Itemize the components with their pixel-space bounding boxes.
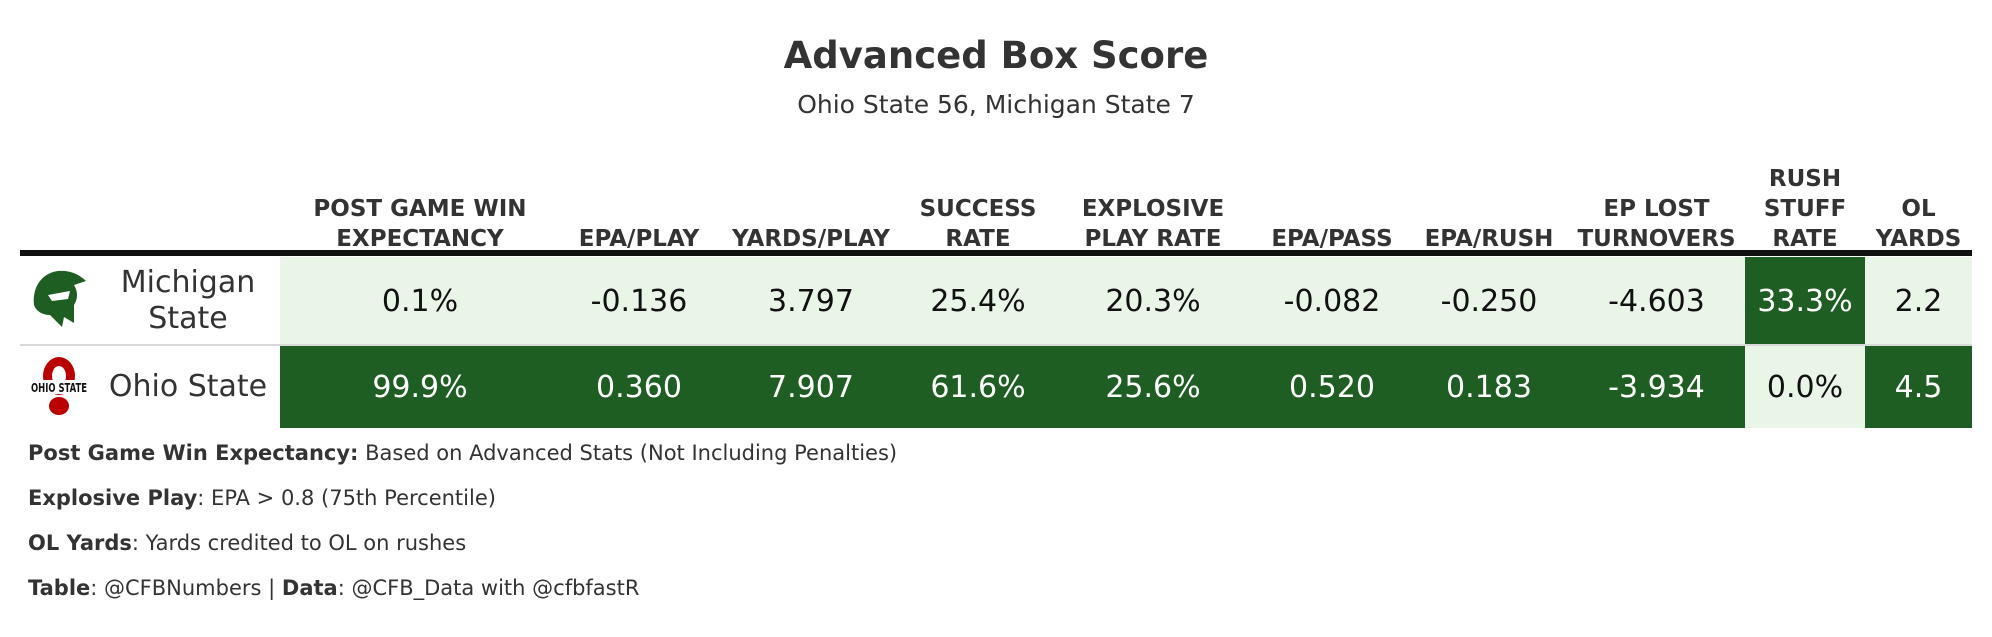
footnote-text: Based on Advanced Stats (Not Including P… (358, 441, 898, 465)
chart-title: Advanced Box Score (783, 34, 1209, 77)
chart-subtitle: Ohio State 56, Michigan State 7 (797, 90, 1195, 119)
table-cell: 3.797 (718, 257, 904, 345)
table-cell: 20.3% (1052, 257, 1254, 345)
table-cell: 0.520 (1254, 346, 1410, 428)
table-cell: 33.3% (1745, 257, 1865, 345)
table-cell: 0.0% (1745, 346, 1865, 428)
column-header: EPA/PASS (1271, 226, 1393, 252)
table-cell: 25.4% (904, 257, 1052, 345)
table-cell: 4.5 (1865, 346, 1972, 428)
table-cell: 2.2 (1865, 257, 1972, 345)
column-header: OL YARDS (1875, 196, 1962, 252)
footnote-text: : EPA > 0.8 (75th Percentile) (197, 486, 496, 510)
column-header: EPA/PLAY (578, 226, 700, 252)
footnote-term: Table (28, 576, 91, 600)
team-name: Michigan State (120, 265, 256, 336)
footnote: Explosive Play: EPA > 0.8 (75th Percenti… (28, 486, 496, 510)
table-cell: 99.9% (280, 346, 560, 428)
table-cell: -0.136 (560, 257, 718, 345)
footnote: Table: @CFBNumbers | Data: @CFB_Data wit… (28, 576, 639, 600)
table-cell: 61.6% (904, 346, 1052, 428)
table-cell: 7.907 (718, 346, 904, 428)
footnote: OL Yards: Yards credited to OL on rushes (28, 531, 466, 555)
team-name: Ohio State (108, 369, 268, 404)
table-cell: -0.082 (1254, 257, 1410, 345)
footnote-text: : @CFBNumbers | (90, 576, 282, 600)
svg-text:OHIO STATE: OHIO STATE (31, 381, 87, 395)
row-separator (20, 344, 1972, 346)
footnote-text: : @CFB_Data with @cfbfastR (337, 576, 640, 600)
header-rule (20, 250, 1972, 256)
ohio-state-block-o-icon: OHIO STATE (28, 352, 90, 418)
column-header: YARDS/PLAY (732, 226, 890, 252)
table-cell: 0.1% (280, 257, 560, 345)
spartan-helmet-icon (28, 264, 90, 332)
footnote-term: Post Game Win Expectancy: (28, 441, 359, 465)
column-header: RUSH STUFF RATE (1763, 166, 1847, 252)
footnote-term: OL Yards (28, 531, 132, 555)
footnote: Post Game Win Expectancy: Based on Advan… (28, 441, 897, 465)
footnote-term: Explosive Play (28, 486, 198, 510)
table-cell: -4.603 (1568, 257, 1745, 345)
table-cell: 25.6% (1052, 346, 1254, 428)
footnote-term: Data (281, 576, 338, 600)
table-cell: 0.183 (1410, 346, 1568, 428)
footnote-text: : Yards credited to OL on rushes (131, 531, 467, 555)
table-cell: -0.250 (1410, 257, 1568, 345)
table-cell: 0.360 (560, 346, 718, 428)
column-header: EP LOST TURNOVERS (1577, 196, 1736, 252)
column-header: SUCCESS RATE (919, 196, 1037, 252)
table-cell: -3.934 (1568, 346, 1745, 428)
column-header: EPA/RUSH (1424, 226, 1554, 252)
column-header: POST GAME WIN EXPECTANCY (313, 196, 527, 252)
column-header: EXPLOSIVE PLAY RATE (1081, 196, 1225, 252)
